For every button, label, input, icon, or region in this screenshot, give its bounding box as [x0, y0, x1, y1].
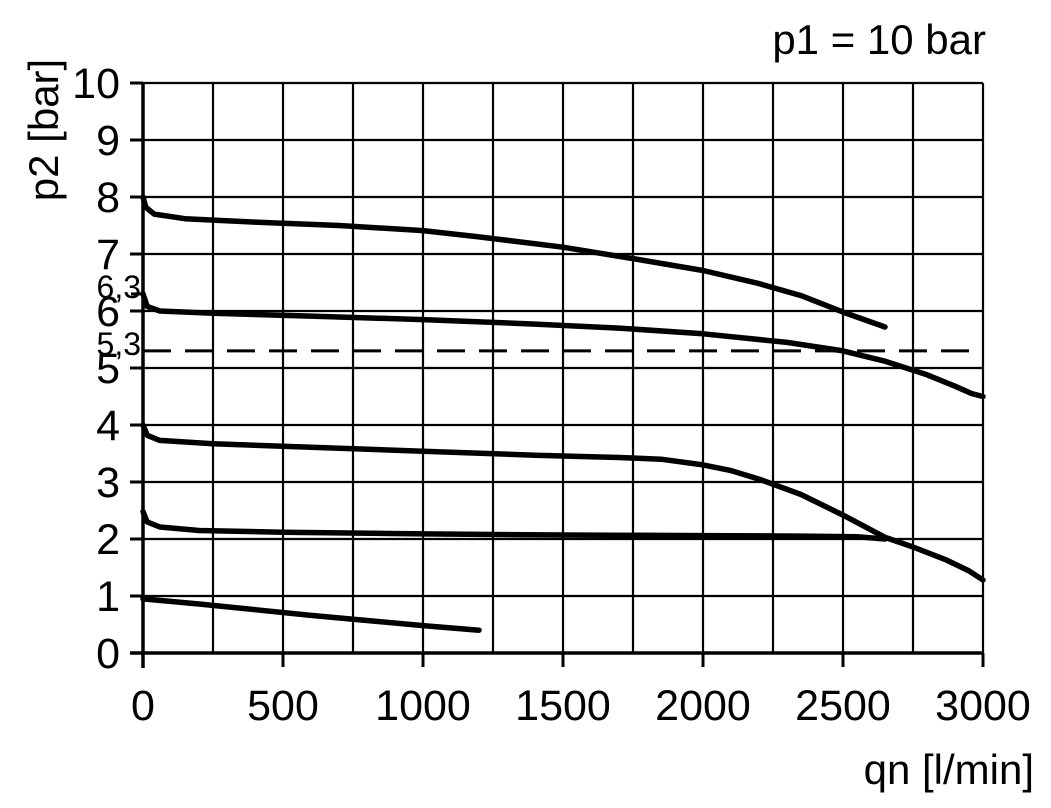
grid-lines — [141, 81, 985, 655]
x-tick-label-2500: 2500 — [795, 682, 891, 730]
x-tick-label-500: 500 — [247, 682, 319, 730]
tick-labels: 5,3 0 1 2 3 4 5 6 7 8 9 10 6,3 0 500 1000 1500 2000 2500 30… — [72, 60, 1031, 730]
y-tick-label-1: 1 — [96, 573, 120, 621]
y-tick-label-extra: 6,3 — [97, 269, 141, 305]
curve-setting-4-bar — [140, 422, 986, 583]
x-tick-label-0: 0 — [131, 682, 155, 730]
reference-line-label: 5,3 — [97, 326, 141, 362]
y-tick-label-2: 2 — [96, 516, 120, 564]
x-axis-label: qn [l/min] — [864, 746, 1034, 793]
x-tick-label-1500: 1500 — [515, 682, 611, 730]
axes — [130, 81, 985, 668]
curve-setting-8-bar — [140, 194, 888, 330]
x-tick-label-1000: 1000 — [375, 682, 471, 730]
pressure-curves — [140, 194, 986, 633]
chart-title: p1 = 10 bar — [772, 16, 986, 63]
y-axis-label: p2 [bar] — [20, 59, 67, 201]
curve-setting-2.5-bar — [140, 508, 888, 542]
y-tick-label-7: 7 — [96, 231, 120, 279]
curve-setting-6.3-bar — [140, 291, 986, 400]
y-tick-label-3: 3 — [96, 459, 120, 507]
curve-setting-1-bar — [140, 596, 482, 633]
y-tick-label-5: 5 — [96, 345, 120, 393]
y-tick-label-0: 0 — [96, 630, 120, 678]
y-tick-label-8: 8 — [96, 174, 120, 222]
y-tick-label-4: 4 — [96, 402, 120, 450]
x-tick-label-2000: 2000 — [655, 682, 751, 730]
y-tick-label-10: 10 — [72, 60, 120, 108]
y-tick-label-6: 6 — [96, 288, 120, 336]
y-tick-label-9: 9 — [96, 117, 120, 165]
x-tick-label-3000: 3000 — [935, 682, 1031, 730]
